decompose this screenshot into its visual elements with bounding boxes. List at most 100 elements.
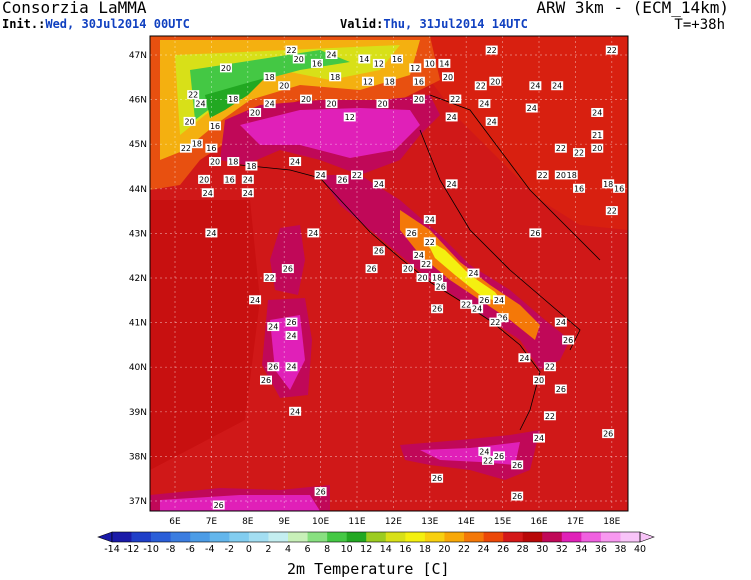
- station-value: 22: [474, 81, 487, 91]
- lon-tick-label: 7E: [206, 517, 218, 527]
- svg-text:22: 22: [425, 238, 435, 247]
- station-value: 10: [423, 58, 436, 68]
- colorbar-swatch: [346, 532, 367, 542]
- colorbar-swatch: [483, 532, 504, 542]
- italy-east-coast: [419, 129, 581, 351]
- station-value: 26: [405, 228, 418, 238]
- svg-text:24: 24: [203, 189, 213, 198]
- colorbar-swatch: [151, 532, 171, 542]
- lon-tick-label: 13E: [421, 517, 438, 527]
- station-value: 26: [336, 174, 349, 184]
- colorbar-label: 22: [458, 544, 470, 555]
- station-value: 26: [478, 295, 491, 305]
- station-value: 24: [445, 179, 458, 189]
- station-value: 24: [285, 330, 298, 340]
- svg-text:20: 20: [294, 55, 304, 64]
- svg-text:24: 24: [530, 82, 540, 91]
- svg-text:26: 26: [337, 175, 347, 184]
- svg-text:24: 24: [414, 251, 424, 260]
- svg-text:18: 18: [432, 274, 442, 283]
- svg-text:26: 26: [556, 385, 566, 394]
- colorbar-label: 16: [399, 544, 411, 555]
- station-value: 24: [533, 433, 545, 443]
- lon-tick-label: 12E: [385, 517, 402, 527]
- svg-text:22: 22: [286, 46, 296, 55]
- station-value: 20: [591, 143, 604, 153]
- station-value: 22: [573, 148, 586, 158]
- svg-text:26: 26: [494, 452, 504, 461]
- lead-time: T=+38h: [674, 17, 725, 33]
- colorbar-high-arrow: [639, 531, 655, 543]
- colorbar-label: 10: [341, 544, 353, 555]
- station-value: 22: [285, 45, 298, 55]
- svg-text:20: 20: [279, 82, 289, 91]
- colorbar-swatch: [112, 532, 132, 542]
- lat-tick-label: 45N: [129, 140, 147, 150]
- station-value: 22: [351, 170, 363, 180]
- colorbar-swatch: [600, 532, 621, 542]
- svg-text:22: 22: [607, 46, 617, 55]
- station-value: 14: [358, 54, 371, 64]
- lat-tick-label: 44N: [129, 185, 147, 195]
- map-frame: [149, 35, 629, 512]
- station-value: 26: [511, 460, 524, 470]
- svg-text:26: 26: [374, 247, 384, 256]
- station-value: 24: [325, 50, 338, 60]
- station-value: 16: [573, 183, 586, 193]
- init-line: Init.:Wed, 30Jul2014 00UTC: [2, 17, 190, 31]
- station-value: 12: [372, 58, 385, 68]
- svg-text:18: 18: [385, 77, 395, 86]
- svg-text:24: 24: [374, 180, 384, 189]
- svg-text:16: 16: [392, 55, 402, 64]
- colorbar-label: 28: [517, 544, 529, 555]
- svg-text:24: 24: [552, 82, 562, 91]
- station-value: 26: [314, 487, 327, 497]
- station-value: 20: [183, 116, 196, 126]
- lat-tick-label: 40N: [129, 363, 147, 373]
- station-value: 20: [412, 94, 425, 104]
- svg-text:26: 26: [479, 296, 489, 305]
- station-value: 24: [289, 157, 302, 167]
- svg-text:16: 16: [414, 77, 424, 86]
- apennines-high: [425, 238, 505, 305]
- station-value: 26: [281, 264, 294, 274]
- svg-text:24: 24: [286, 331, 296, 340]
- svg-text:26: 26: [436, 282, 446, 291]
- svg-text:26: 26: [283, 265, 293, 274]
- corsica: [270, 225, 305, 295]
- colorbar-swatch: [464, 532, 484, 542]
- svg-text:24: 24: [265, 100, 275, 109]
- station-value: 20: [198, 174, 211, 184]
- colorbar-swatch: [620, 532, 641, 542]
- station-value: 24: [445, 112, 458, 122]
- station-value: 26: [372, 246, 385, 256]
- svg-text:22: 22: [450, 95, 460, 104]
- svg-text:21: 21: [592, 131, 602, 140]
- colorbar-swatch: [131, 532, 152, 542]
- svg-text:24: 24: [447, 180, 457, 189]
- lat-tick-label: 42N: [129, 274, 147, 284]
- station-value: 24: [201, 188, 214, 198]
- station-value: 24: [412, 250, 425, 260]
- svg-text:22: 22: [545, 412, 555, 421]
- svg-text:24: 24: [250, 296, 260, 305]
- station-value: 24: [263, 99, 276, 109]
- svg-text:18: 18: [567, 171, 577, 180]
- sea-cool-zone: [150, 200, 260, 470]
- station-value: 16: [205, 143, 218, 153]
- svg-text:22: 22: [487, 46, 497, 55]
- svg-text:20: 20: [250, 108, 260, 117]
- station-value: 24: [372, 179, 385, 189]
- station-value: 24: [194, 99, 207, 109]
- station-value: 18: [383, 76, 396, 86]
- station-value: 18: [329, 72, 342, 82]
- station-value: 22: [263, 273, 276, 283]
- colorbar-label: 14: [380, 544, 392, 555]
- svg-text:22: 22: [574, 149, 584, 158]
- station-value: 26: [260, 375, 272, 385]
- colorbar-swatch: [405, 532, 426, 542]
- station-value: 24: [423, 215, 436, 225]
- colorbar-label: 26: [497, 544, 509, 555]
